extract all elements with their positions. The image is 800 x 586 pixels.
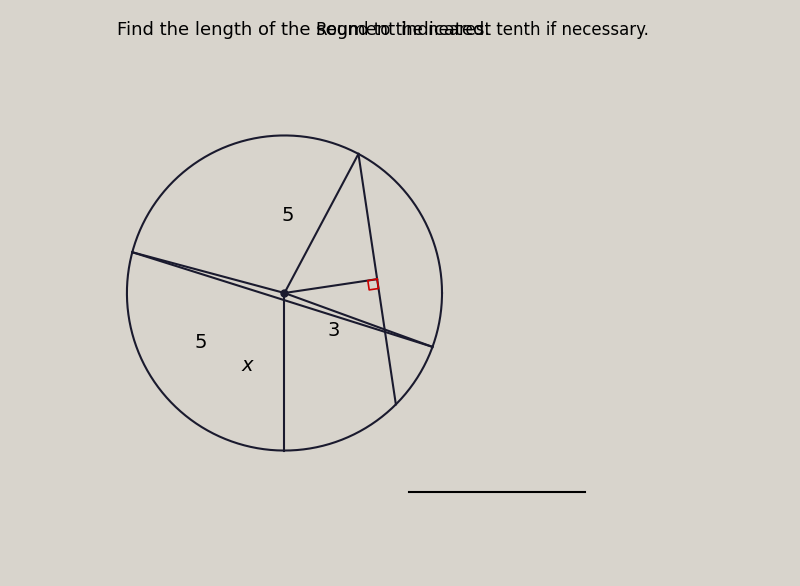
Text: 5: 5 bbox=[194, 333, 207, 352]
Text: 3: 3 bbox=[327, 321, 340, 340]
Text: Round to the nearest tenth if necessary.: Round to the nearest tenth if necessary. bbox=[316, 22, 649, 39]
Text: Find the length of the segment indicated.: Find the length of the segment indicated… bbox=[117, 22, 490, 39]
Text: 5: 5 bbox=[281, 206, 294, 224]
Text: x: x bbox=[241, 356, 253, 374]
